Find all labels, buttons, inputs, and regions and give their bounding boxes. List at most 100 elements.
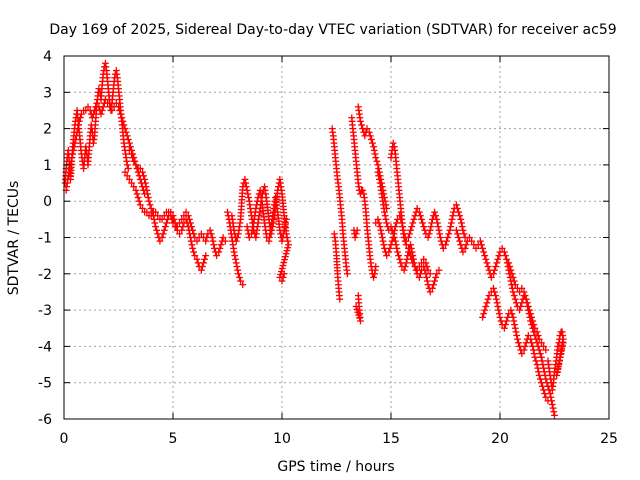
data-point bbox=[461, 244, 469, 252]
data-point bbox=[510, 317, 518, 325]
data-point bbox=[230, 248, 238, 256]
data-point bbox=[418, 215, 425, 223]
data-point bbox=[405, 234, 412, 241]
data-point bbox=[483, 259, 491, 267]
data-point bbox=[540, 386, 547, 394]
data-point bbox=[435, 226, 443, 234]
data-point bbox=[536, 375, 544, 383]
data-point bbox=[124, 165, 132, 172]
data-point bbox=[531, 324, 539, 332]
data-point bbox=[144, 190, 151, 198]
data-point bbox=[120, 121, 128, 129]
data-point bbox=[245, 234, 253, 241]
data-point bbox=[188, 241, 196, 249]
data-point bbox=[134, 194, 142, 201]
data-point bbox=[213, 252, 220, 260]
data-point bbox=[184, 212, 192, 220]
data-point bbox=[133, 190, 141, 198]
data-point bbox=[529, 317, 537, 325]
data-point bbox=[495, 252, 503, 260]
data-point bbox=[373, 157, 381, 165]
data-point bbox=[538, 339, 545, 347]
data-point bbox=[494, 303, 502, 310]
data-point bbox=[492, 263, 500, 270]
data-point bbox=[535, 368, 542, 376]
data-point bbox=[200, 259, 207, 267]
data-point bbox=[455, 234, 462, 241]
data-point bbox=[395, 252, 403, 260]
data-point bbox=[385, 248, 393, 256]
data-point bbox=[548, 401, 556, 408]
data-point bbox=[139, 168, 146, 176]
data-point bbox=[448, 215, 456, 223]
data-point bbox=[284, 244, 292, 252]
data-point bbox=[160, 212, 168, 220]
data-point bbox=[415, 208, 423, 216]
data-point bbox=[143, 208, 151, 216]
data-point bbox=[75, 121, 82, 129]
data-point bbox=[457, 215, 465, 223]
data-point bbox=[209, 237, 217, 245]
data-point bbox=[248, 230, 255, 238]
data-point bbox=[173, 223, 181, 231]
data-point bbox=[498, 244, 506, 252]
data-point bbox=[432, 274, 440, 281]
data-point bbox=[168, 215, 176, 223]
data-point bbox=[382, 215, 390, 223]
data-point bbox=[490, 284, 497, 292]
data-point bbox=[487, 274, 495, 281]
data-point bbox=[185, 215, 193, 223]
data-point bbox=[555, 361, 563, 368]
data-point bbox=[187, 219, 194, 227]
data-point bbox=[104, 99, 111, 107]
data-point bbox=[99, 103, 107, 111]
data-point bbox=[112, 99, 120, 107]
data-point bbox=[279, 262, 287, 269]
y-tick-label: -2 bbox=[38, 267, 52, 283]
data-point bbox=[71, 139, 79, 147]
x-tick-label: 25 bbox=[600, 431, 618, 447]
data-point bbox=[521, 292, 529, 299]
data-point bbox=[419, 219, 427, 227]
data-point bbox=[459, 248, 467, 256]
data-point bbox=[434, 223, 442, 231]
data-point bbox=[252, 205, 260, 212]
x-tick-label: 5 bbox=[169, 431, 178, 447]
data-point bbox=[75, 117, 83, 125]
data-point bbox=[178, 226, 186, 234]
data-point bbox=[126, 139, 133, 147]
data-point bbox=[158, 215, 166, 223]
data-point bbox=[408, 223, 416, 231]
data-point bbox=[534, 364, 542, 372]
data-point bbox=[241, 176, 249, 183]
data-point bbox=[165, 208, 173, 216]
data-point bbox=[557, 350, 565, 358]
data-point bbox=[383, 219, 391, 227]
data-point bbox=[336, 295, 344, 303]
data-point bbox=[378, 230, 385, 238]
data-point bbox=[527, 335, 534, 343]
data-point bbox=[472, 244, 480, 252]
data-point bbox=[462, 241, 470, 249]
data-point bbox=[282, 219, 290, 227]
data-point bbox=[447, 219, 455, 227]
data-point bbox=[553, 372, 561, 379]
data-points bbox=[61, 59, 567, 419]
y-tick-label: -5 bbox=[38, 376, 52, 392]
data-point bbox=[520, 346, 528, 354]
data-point bbox=[233, 234, 241, 241]
data-point bbox=[528, 313, 536, 321]
data-point bbox=[219, 234, 227, 241]
data-point bbox=[372, 154, 380, 162]
data-point bbox=[533, 361, 541, 368]
data-point bbox=[445, 230, 453, 238]
data-point bbox=[523, 299, 531, 307]
data-point bbox=[190, 230, 198, 238]
data-point bbox=[73, 128, 81, 136]
data-point bbox=[476, 237, 484, 245]
data-point bbox=[376, 223, 384, 231]
data-point bbox=[242, 183, 250, 191]
data-point bbox=[150, 215, 158, 223]
y-tick-labels: -6 -5 -4 -3 -2 -1 0 1 2 3 4 bbox=[38, 49, 52, 428]
data-point bbox=[189, 244, 197, 252]
